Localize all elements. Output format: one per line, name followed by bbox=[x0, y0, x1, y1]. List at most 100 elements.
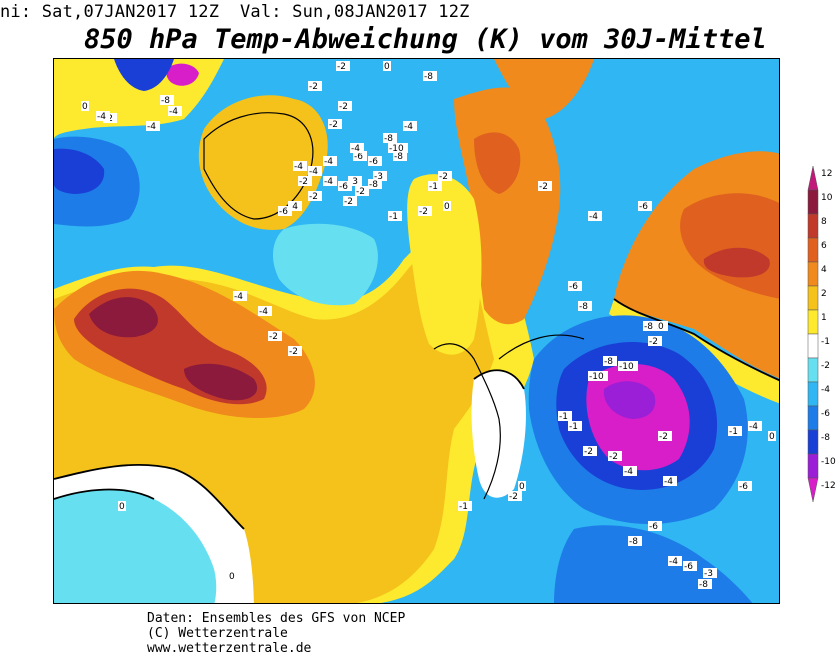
contour-label: -3 bbox=[348, 176, 362, 187]
contour-label: -4 bbox=[258, 306, 272, 317]
legend-segment bbox=[807, 333, 819, 359]
contour-label: -10 bbox=[588, 371, 608, 382]
contour-label: -4 bbox=[308, 166, 322, 177]
svg-text:-4: -4 bbox=[259, 307, 268, 317]
legend-segment bbox=[807, 381, 819, 407]
contour-label: -2 bbox=[438, 171, 452, 182]
legend-segment bbox=[807, 309, 819, 335]
svg-text:-6: -6 bbox=[339, 182, 348, 192]
svg-text:-6: -6 bbox=[684, 562, 693, 572]
contour-label: -6 bbox=[353, 151, 367, 162]
footer-url[interactable]: www.wetterzentrale.de bbox=[147, 641, 312, 656]
svg-text:-10: -10 bbox=[389, 144, 404, 154]
legend-tick-label: -12 bbox=[821, 481, 836, 491]
anomaly-zone-arctic-warm bbox=[494, 59, 594, 119]
svg-text:-4: -4 bbox=[669, 557, 678, 567]
svg-text:-4: -4 bbox=[234, 292, 243, 302]
contour-label: -1 bbox=[728, 426, 742, 437]
contour-label: -8 bbox=[160, 95, 174, 106]
contour-label: -3 bbox=[703, 568, 717, 579]
legend-segment bbox=[807, 261, 819, 287]
contour-label: -6 bbox=[638, 201, 652, 212]
svg-text:-2: -2 bbox=[289, 347, 298, 357]
svg-text:0: 0 bbox=[119, 502, 125, 512]
svg-text:-8: -8 bbox=[394, 152, 403, 162]
contour-label: -2 bbox=[308, 191, 322, 202]
contour-label: -1 bbox=[428, 181, 442, 192]
legend-tick-label: -10 bbox=[821, 457, 836, 467]
anomaly-zone-iceland-cold bbox=[272, 223, 378, 306]
contour-label: -8 bbox=[643, 321, 657, 332]
svg-text:-6: -6 bbox=[639, 202, 648, 212]
contour-label: 0 bbox=[518, 481, 526, 492]
svg-text:-8: -8 bbox=[369, 180, 378, 190]
svg-text:-2: -2 bbox=[269, 332, 278, 342]
svg-text:-2: -2 bbox=[299, 177, 308, 187]
temperature-anomaly-map: -2-8-8-4-4-20-20-2-2-4-8-10-8-6-6-4-4-2-… bbox=[54, 59, 779, 603]
anomaly-zone-scandinavia-core bbox=[474, 132, 521, 194]
contour-label: 0 bbox=[768, 431, 776, 442]
svg-text:-1: -1 bbox=[459, 502, 468, 512]
contour-label: -4 bbox=[293, 161, 307, 172]
svg-text:-6: -6 bbox=[569, 282, 578, 292]
footer-credits: Daten: Ensembles des GFS von NCEP (C) We… bbox=[147, 611, 405, 656]
legend-tick-label: -2 bbox=[821, 361, 830, 371]
svg-text:-2: -2 bbox=[659, 432, 668, 442]
contour-label: 0 bbox=[118, 501, 126, 512]
svg-text:-6: -6 bbox=[279, 207, 288, 217]
contour-label: -8 bbox=[383, 133, 397, 144]
contour-label: 0 bbox=[443, 201, 451, 212]
contour-label: -10 bbox=[618, 361, 638, 372]
svg-text:-8: -8 bbox=[161, 96, 170, 106]
legend-tick-label: 10 bbox=[821, 193, 833, 203]
legend-segment bbox=[807, 165, 819, 191]
legend-segment bbox=[807, 405, 819, 431]
svg-text:-6: -6 bbox=[354, 152, 363, 162]
svg-text:-2: -2 bbox=[439, 172, 448, 182]
contour-label: -3 bbox=[373, 171, 387, 182]
contour-label: -2 bbox=[336, 61, 350, 72]
svg-text:-8: -8 bbox=[629, 537, 638, 547]
legend-segment bbox=[807, 189, 819, 215]
anomaly-zone-russia-max bbox=[703, 247, 770, 278]
contour-label: -2 bbox=[418, 206, 432, 217]
contour-label: 0 bbox=[81, 101, 89, 112]
svg-text:0: 0 bbox=[769, 432, 775, 442]
weather-map: -2-8-8-4-4-20-20-2-2-4-8-10-8-6-6-4-4-2-… bbox=[53, 58, 780, 604]
contour-label: -2 bbox=[583, 446, 597, 457]
svg-text:-4: -4 bbox=[589, 212, 598, 222]
svg-text:0: 0 bbox=[444, 202, 450, 212]
svg-text:-2: -2 bbox=[329, 120, 338, 130]
contour-label: -1 bbox=[558, 411, 572, 422]
contour-label: -8 bbox=[603, 356, 617, 367]
footer-copyright: (C) Wetterzentrale bbox=[147, 626, 288, 641]
legend-segment bbox=[807, 213, 819, 239]
svg-text:-4: -4 bbox=[351, 144, 360, 154]
svg-text:-8: -8 bbox=[424, 72, 433, 82]
contour-label: 0 bbox=[228, 571, 236, 582]
contour-label: -8 bbox=[423, 71, 437, 82]
contour-label: -6 bbox=[368, 156, 382, 167]
contour-label: -4 bbox=[350, 143, 364, 154]
svg-text:0: 0 bbox=[384, 62, 390, 72]
contour-label: -2 bbox=[508, 491, 522, 502]
anomaly-zone-west-europe bbox=[471, 370, 526, 498]
svg-text:-2: -2 bbox=[509, 492, 518, 502]
svg-text:-4: -4 bbox=[147, 122, 156, 132]
legend-tick-label: 6 bbox=[821, 241, 827, 251]
contour-label: -4 bbox=[748, 421, 762, 432]
svg-text:-8: -8 bbox=[384, 134, 393, 144]
contour-label: -4 bbox=[668, 556, 682, 567]
svg-text:-1: -1 bbox=[559, 412, 568, 422]
svg-text:-3: -3 bbox=[374, 172, 383, 182]
svg-text:-4: -4 bbox=[324, 157, 333, 167]
svg-text:-8: -8 bbox=[579, 302, 588, 312]
contour-label: -4 bbox=[288, 201, 302, 212]
svg-text:-3: -3 bbox=[704, 569, 713, 579]
svg-text:-4: -4 bbox=[664, 477, 673, 487]
contour-label: -8 bbox=[628, 536, 642, 547]
contour-label: -2 bbox=[658, 431, 672, 442]
contour-label: -2 bbox=[338, 101, 352, 112]
svg-text:0: 0 bbox=[82, 102, 88, 112]
contour-label: -6 bbox=[648, 521, 662, 532]
